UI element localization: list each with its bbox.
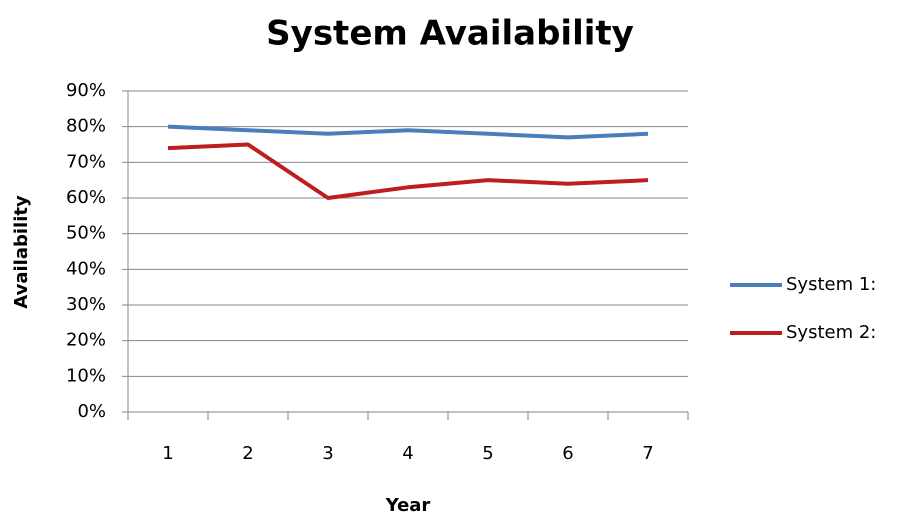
y-tick-label: 0% (77, 401, 106, 422)
x-tick-label: 5 (482, 443, 493, 464)
y-tick-label: 60% (66, 187, 106, 208)
x-tick-label: 2 (242, 443, 253, 464)
legend-label: System 1: (786, 274, 876, 295)
x-axis-title: Year (385, 495, 431, 516)
x-tick-label: 7 (642, 443, 653, 464)
y-tick-label: 10% (66, 365, 106, 386)
y-axis-title: Availability (11, 195, 32, 309)
y-tick-label: 30% (66, 294, 106, 315)
x-tick-label: 1 (162, 443, 173, 464)
series-line (167, 124, 649, 140)
x-tick-label: 6 (562, 443, 573, 464)
chart-title: System Availability (266, 14, 634, 54)
legend-label: System 2: (786, 322, 876, 343)
y-tick-label: 90% (66, 80, 106, 101)
y-tick-label: 70% (66, 151, 106, 172)
x-tick-label: 3 (322, 443, 333, 464)
x-tick-label: 4 (402, 443, 413, 464)
y-tick-label: 80% (66, 116, 106, 137)
series-line (167, 142, 649, 200)
y-tick-label: 40% (66, 258, 106, 279)
y-tick-label: 50% (66, 223, 106, 244)
y-tick-label: 20% (66, 330, 106, 351)
